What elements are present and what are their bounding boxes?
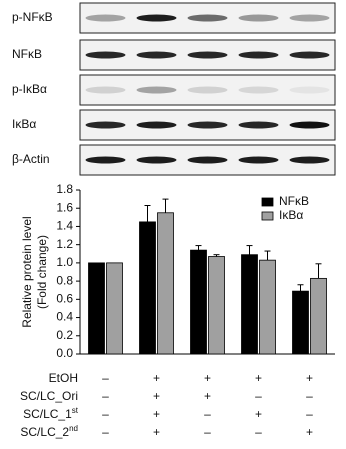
treatment-label: SC/LC_Ori <box>20 389 78 403</box>
blot-band <box>85 14 126 22</box>
legend-swatch <box>261 211 274 221</box>
blot-band <box>238 86 279 94</box>
treatment-cell: – <box>255 389 262 403</box>
legend-label: IκBα <box>279 208 303 222</box>
blot-band <box>238 51 279 59</box>
treatment-cell: – <box>102 371 109 385</box>
blot-label: p-NFκB <box>12 10 53 24</box>
bar <box>190 249 207 355</box>
blot-band <box>85 121 126 129</box>
blot-band <box>187 156 228 164</box>
blot-label: NFκB <box>12 47 42 61</box>
blot-band <box>85 86 126 94</box>
y-tick-label: 0.2 <box>56 328 73 342</box>
treatment-label-sup: nd <box>69 424 78 433</box>
y-axis-label: Relative protein level(Fold change) <box>20 216 49 327</box>
treatment-label-text: EtOH <box>49 371 78 385</box>
treatment-cell: – <box>255 425 262 439</box>
legend-label: NFκB <box>279 194 309 208</box>
blot-label: IκBα <box>12 117 36 131</box>
treatment-cell: – <box>306 407 313 421</box>
blot-band <box>85 156 126 164</box>
treatment-cell: – <box>204 425 211 439</box>
blot-band <box>238 14 279 22</box>
treatment-cell: + <box>153 389 160 403</box>
blot-band <box>289 14 330 22</box>
treatment-cell: + <box>153 425 160 439</box>
blot-label: p-IκBα <box>12 82 47 96</box>
blot-band <box>136 156 177 164</box>
blot-band <box>85 51 126 59</box>
bar <box>241 254 258 355</box>
blot-band <box>136 51 177 59</box>
blot-band <box>289 86 330 94</box>
blot-band <box>238 121 279 129</box>
treatment-cell: + <box>204 389 211 403</box>
bar <box>259 259 276 355</box>
y-tick-label: 1.6 <box>56 200 73 214</box>
y-tick-label: 0.6 <box>56 292 73 306</box>
treatment-cell: + <box>204 371 211 385</box>
treatment-cell: + <box>306 425 313 439</box>
blot-band <box>289 51 330 59</box>
treatment-cell: + <box>153 371 160 385</box>
y-tick-label: 1.8 <box>56 182 73 196</box>
blot-band <box>136 86 177 94</box>
legend-swatch <box>261 197 274 207</box>
bar <box>157 212 174 355</box>
treatment-cell: – <box>204 407 211 421</box>
treatment-cell: – <box>102 425 109 439</box>
bar <box>310 277 327 355</box>
blot-label: β-Actin <box>12 152 50 166</box>
treatment-cell: + <box>153 407 160 421</box>
blot-band <box>289 121 330 129</box>
y-tick-label: 1.0 <box>56 255 73 269</box>
blot-band <box>187 14 228 22</box>
y-tick-label: 0.8 <box>56 273 73 287</box>
bar <box>106 262 123 355</box>
blot-band <box>136 121 177 129</box>
blot-band <box>187 86 228 94</box>
y-tick-label: 0.0 <box>56 346 73 360</box>
blot-band <box>187 51 228 59</box>
treatment-label: EtOH <box>49 371 78 385</box>
blot-band <box>187 121 228 129</box>
y-axis-label-line: Relative protein level <box>20 216 34 327</box>
treatment-cell: + <box>255 371 262 385</box>
treatment-cell: – <box>306 389 313 403</box>
treatment-cell: – <box>102 389 109 403</box>
treatment-label-text: SC/LC_Ori <box>20 389 78 403</box>
bar <box>292 290 309 355</box>
bar <box>88 262 105 355</box>
bar <box>139 221 156 355</box>
treatment-label-text: SC/LC_2 <box>20 425 69 439</box>
y-tick-label: 1.4 <box>56 219 73 233</box>
blot-frame <box>79 74 336 106</box>
treatment-label-text: SC/LC_1 <box>23 407 72 421</box>
blot-band <box>238 156 279 164</box>
treatment-label: SC/LC_1st <box>23 406 79 422</box>
treatment-label: SC/LC_2nd <box>20 424 78 440</box>
blot-band <box>136 14 177 22</box>
y-tick-label: 0.4 <box>56 310 73 324</box>
blot-band <box>289 156 330 164</box>
treatment-cell: – <box>102 407 109 421</box>
treatment-cell: + <box>255 407 262 421</box>
treatment-cell: + <box>306 371 313 385</box>
bar <box>208 256 225 355</box>
y-axis-label-line: (Fold change) <box>35 235 49 309</box>
treatment-label-sup: st <box>72 406 79 415</box>
y-tick-label: 1.2 <box>56 237 73 251</box>
